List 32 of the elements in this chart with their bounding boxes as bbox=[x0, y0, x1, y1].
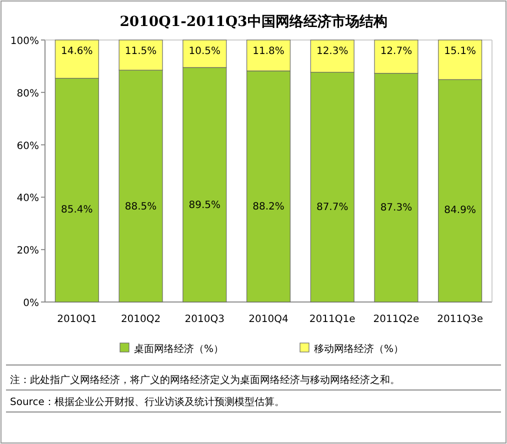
data-label: 88.2% bbox=[252, 202, 284, 213]
x-tick-label: 2011Q2e bbox=[373, 314, 420, 325]
x-tick-label: 2010Q3 bbox=[184, 314, 224, 325]
source-note: Source：根据企业公开财报、行业访谈及统计预测模型估算。 bbox=[10, 396, 284, 408]
y-tick-label: 40% bbox=[16, 193, 39, 204]
data-label: 12.3% bbox=[316, 46, 348, 57]
legend-label: 桌面网络经济（%） bbox=[134, 343, 224, 355]
data-label: 11.8% bbox=[252, 46, 284, 57]
y-tick-label: 100% bbox=[10, 36, 39, 47]
y-tick-label: 0% bbox=[23, 298, 39, 309]
data-label: 84.9% bbox=[444, 205, 476, 216]
chart-title: 2010Q1-2011Q3中国网络经济市场结构 bbox=[120, 13, 388, 30]
y-tick-label: 20% bbox=[16, 246, 39, 257]
x-tick-label: 2011Q1e bbox=[309, 314, 356, 325]
data-label: 15.1% bbox=[444, 46, 476, 57]
data-label: 10.5% bbox=[188, 46, 221, 57]
x-tick-label: 2010Q1 bbox=[57, 314, 97, 325]
data-label: 87.7% bbox=[316, 202, 348, 214]
legend-label: 移动网络经济（%） bbox=[314, 343, 404, 355]
x-tick-label: 2010Q2 bbox=[120, 314, 161, 325]
data-label: 85.4% bbox=[61, 204, 93, 216]
y-tick-label: 80% bbox=[16, 88, 39, 100]
data-label: 12.7% bbox=[380, 46, 412, 57]
data-label: 89.5% bbox=[188, 200, 221, 212]
x-tick-label: 2011Q3e bbox=[437, 314, 483, 325]
x-tick-label: 2010Q4 bbox=[248, 314, 288, 325]
data-label: 88.5% bbox=[124, 201, 157, 212]
y-tick-label: 60% bbox=[16, 140, 39, 152]
text: 注：此处指广义网络经济，将广义的网络经济定义为桌面网络经济与移动网络经济之和。 bbox=[10, 374, 400, 386]
data-label: 11.5% bbox=[124, 46, 157, 57]
data-label: 14.6% bbox=[61, 46, 93, 57]
data-label: 87.3% bbox=[380, 202, 412, 214]
